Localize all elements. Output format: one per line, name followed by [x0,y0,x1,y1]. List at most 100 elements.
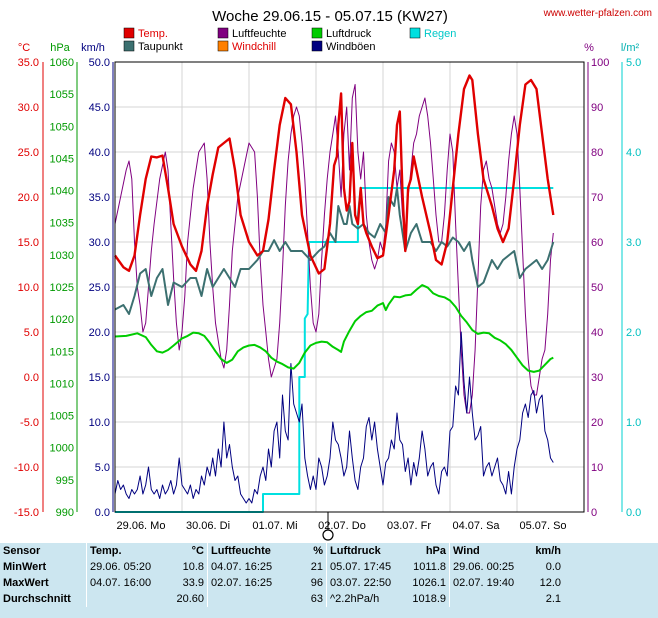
day-label: 29.06. Mo [117,520,166,532]
wind-value: 0.0 [545,561,561,573]
temp-tick: 20.0 [18,192,39,204]
humidity-tick: 70 [591,192,603,204]
humidity-tick: 80 [591,147,603,159]
legend-label: Regen [424,28,456,40]
humidity-tick: 60 [591,237,603,249]
legend-label: Windböen [326,41,376,53]
day-label: 04.07. Sa [452,520,500,532]
humidity-tick: 50 [591,282,603,294]
pressure-tick: 995 [56,475,74,487]
header-sensor: Sensor [3,545,41,557]
rain-tick: 3.0 [626,237,641,249]
temp-tick: 30.0 [18,102,39,114]
humidity-tick: 30 [591,372,603,384]
day-label: 03.07. Fr [387,520,431,532]
pressure-tick: 1035 [50,218,74,230]
pressure-tick: 1010 [50,378,74,390]
hum-time [207,591,292,607]
chart-title: Woche 29.06.15 - 05.07.15 (KW27) [212,8,448,25]
time-marker-icon[interactable] [322,529,334,541]
header-wind: Wind [449,543,526,559]
hum-time: 02.07. 16:25 [207,575,292,591]
wind-time: 29.06. 00:25 [449,559,526,575]
wind-time [449,591,526,607]
rain-tick: 2.0 [626,327,641,339]
pressure-tick: 1005 [50,411,74,423]
legend-label: Taupunkt [138,41,183,53]
humidity-tick: 10 [591,462,603,474]
wind-tick: 30.0 [89,237,110,249]
hum-time: 04.07. 16:25 [207,559,292,575]
site-link[interactable]: www.wetter-pfalzen.com [543,8,652,19]
press-value: 1011.8 [413,561,446,573]
time-marker[interactable] [322,512,334,541]
pressure-tick: 1030 [50,250,74,262]
temp-tick: -15.0 [14,507,39,519]
rain-tick: 0.0 [626,507,641,519]
pressure-tick: 1015 [50,346,74,358]
rain-tick: 1.0 [626,417,641,429]
series-lines [114,74,555,513]
hum-value: 21 [310,561,323,573]
press-time: 05.07. 17:45 [326,559,405,575]
rain-tick: 5.0 [626,57,641,69]
pressure-tick: 1025 [50,282,74,294]
pressure-tick: 1050 [50,121,74,133]
series-line-taupunkt [114,187,555,315]
legend-swatch [123,40,135,52]
hum-value: 96 [310,577,323,589]
legend-swatch [311,40,323,52]
wind-tick: 35.0 [89,192,110,204]
stats-row-max: MaxWert 04.07. 16:00 33.9 02.07. 16:25 9… [0,575,564,591]
temp-tick: 15.0 [18,237,39,249]
row-label: Durchschnitt [3,593,71,605]
legend-swatch [217,40,229,52]
header-temp-unit: °C [191,545,204,557]
humidity-tick: 20 [591,417,603,429]
wind-tick: 10.0 [89,417,110,429]
pressure-unit-label: hPa [50,42,70,54]
legend-swatch [311,27,323,39]
wind-tick: 15.0 [89,372,110,384]
day-label: 05.07. So [519,520,566,532]
legend-swatch [123,27,135,39]
temp-time: 29.06. 05:20 [86,559,163,575]
wind-tick: 5.0 [95,462,110,474]
wind-tick: 50.0 [89,57,110,69]
legend-label: Luftfeuchte [232,28,286,40]
temp-tick: 0.0 [24,372,39,384]
humidity-tick: 100 [591,57,609,69]
stats-table: Sensor Temp. °C Luftfeuchte % Luftdruck … [0,543,564,607]
series-line-temp [114,74,555,275]
legend-swatch [409,27,421,39]
temp-tick: 25.0 [18,147,39,159]
header-hum: Luftfeuchte [207,543,292,559]
temp-tick: 5.0 [24,327,39,339]
header-temp: Temp. [86,543,163,559]
humidity-tick: 90 [591,102,603,114]
row-label: MinWert [3,561,47,573]
rain-unit-label: l/m² [621,42,640,54]
humidity-tick: 0 [591,507,597,519]
temp-tick: -10.0 [14,462,39,474]
day-label: 01.07. Mi [252,520,297,532]
day-label: 30.06. Di [186,520,230,532]
humidity-unit-label: % [584,42,594,54]
pressure-tick: 1055 [50,89,74,101]
press-time: 03.07. 22:50 [326,575,405,591]
temp-time: 04.07. 16:00 [86,575,163,591]
pressure-tick: 1040 [50,186,74,198]
wind-tick: 25.0 [89,282,110,294]
series-line-luftfeuchte [114,84,554,414]
row-label: MaxWert [3,577,49,589]
header-press-unit: hPa [425,545,446,557]
press-value: 1026.1 [412,577,446,589]
day-label: 02.07. Do [318,520,366,532]
hum-value: 63 [310,593,323,605]
legend-label: Windchill [232,41,276,53]
stats-header-row: Sensor Temp. °C Luftfeuchte % Luftdruck … [0,543,564,559]
pressure-tick: 1020 [50,314,74,326]
legend-swatch [217,27,229,39]
stats-row-avg: Durchschnitt 20.60 63 ^2.2hPa/h 1018.9 2… [0,591,564,607]
